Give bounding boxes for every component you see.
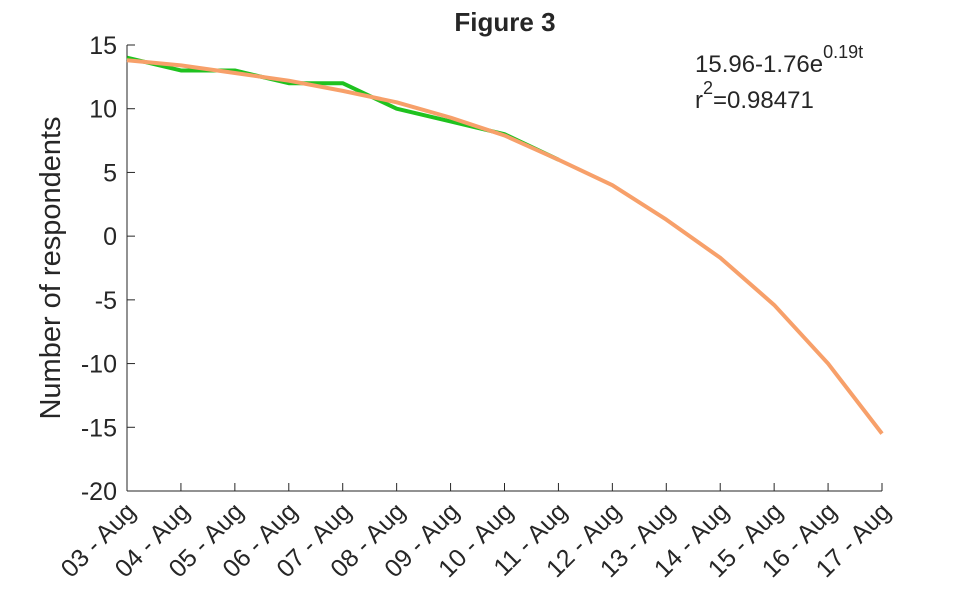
chart-title: Figure 3 xyxy=(454,7,555,37)
line-series xyxy=(126,55,560,162)
y-tick-label: 10 xyxy=(89,96,117,124)
annotation-sup: 2 xyxy=(703,78,713,98)
annotation-text: r xyxy=(695,87,703,114)
y-tick-label: -20 xyxy=(81,478,117,506)
y-tick-label: -15 xyxy=(81,414,117,442)
annotation: r2=0.98471 xyxy=(695,78,814,114)
y-tick-label: -10 xyxy=(81,351,117,379)
annotation-text: =0.98471 xyxy=(713,87,814,114)
annotation-text: 15.96-1.76e xyxy=(695,51,823,78)
annotation-sup: 0.19t xyxy=(823,42,863,62)
y-tick-label: 15 xyxy=(89,32,117,60)
y-axis-label: Number of respondents xyxy=(35,116,67,419)
line-series xyxy=(126,58,884,435)
y-tick-label: -5 xyxy=(95,287,117,315)
y-tick-label: 5 xyxy=(103,159,117,187)
y-tick-label: 0 xyxy=(103,223,117,251)
annotation: 15.96-1.76e0.19t xyxy=(695,42,863,78)
